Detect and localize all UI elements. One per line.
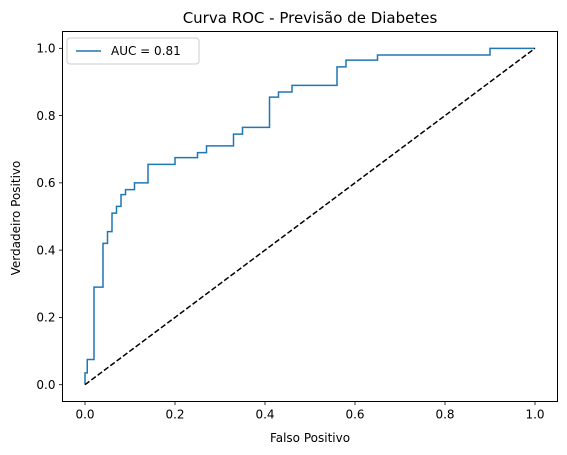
axis-ticks: 0.0 0.2 0.4 0.6 0.8 1.0 0.0 0.2 0.4 0.6 0.8 1.0 (36, 42, 544, 422)
chart-title: Curva ROC - Previsão de Diabetes (183, 9, 438, 27)
y-tick-label: 0.0 (36, 378, 55, 392)
legend-label: AUC = 0.81 (111, 44, 181, 58)
legend-frame (66, 37, 200, 65)
roc-curve-line (84, 47, 535, 385)
x-tick-label: 0.8 (435, 408, 454, 422)
legend: AUC = 0.81 (66, 37, 200, 65)
x-tick-label: 1.0 (525, 408, 544, 422)
y-tick-label: 0.6 (36, 176, 55, 190)
y-tick-label: 0.4 (36, 243, 55, 257)
y-tick-label: 0.8 (36, 109, 55, 123)
x-tick-label: 0.2 (165, 408, 184, 422)
y-axis-title: Verdadeiro Positivo (9, 161, 23, 276)
y-tick-label: 0.2 (36, 311, 55, 325)
x-tick-label: 0.6 (345, 408, 364, 422)
x-tick-label: 0.4 (255, 408, 274, 422)
plot-area (84, 47, 536, 386)
chance-diagonal-line (84, 47, 536, 386)
x-tick-label: 0.0 (75, 408, 94, 422)
y-tick-label: 1.0 (36, 42, 55, 56)
x-axis-title: Falso Positivo (270, 431, 350, 445)
plot-frame (62, 31, 558, 402)
